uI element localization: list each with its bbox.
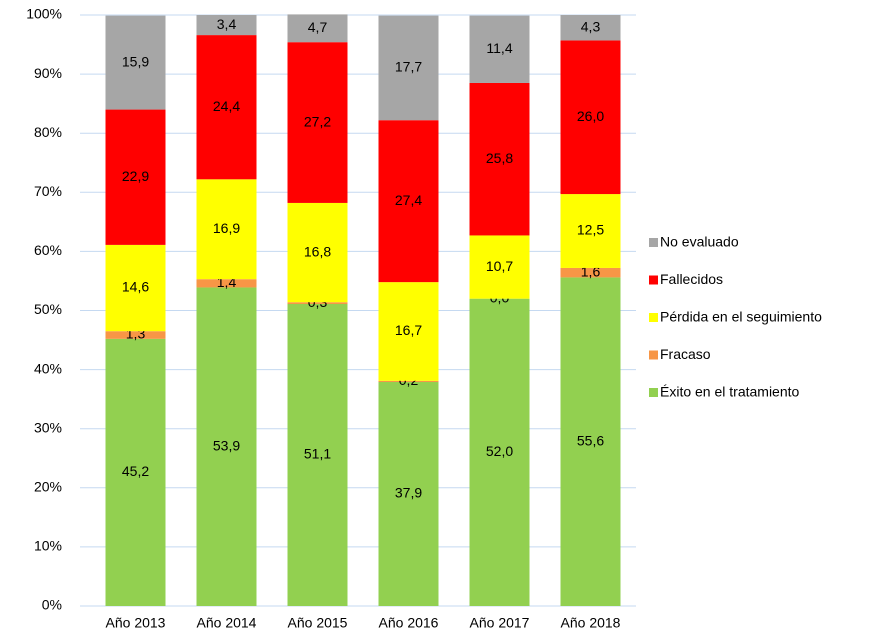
- bar-segment: [105, 331, 166, 339]
- data-label: 26,0: [577, 108, 604, 124]
- bar-segment: [378, 120, 439, 283]
- bar-segment: [469, 298, 530, 606]
- data-label: 17,7: [395, 59, 422, 75]
- y-tick-label: 20%: [34, 479, 62, 495]
- bar-segment: [287, 14, 348, 43]
- data-label: 24,4: [213, 98, 240, 114]
- bar-segment: [196, 279, 257, 288]
- legend-swatch: [649, 238, 658, 247]
- bar-segment: [287, 42, 348, 203]
- bar-segment: [287, 202, 348, 303]
- x-tick-label: Año 2013: [106, 615, 166, 631]
- data-label: 45,2: [122, 463, 149, 479]
- data-label: 25,8: [486, 150, 513, 166]
- data-label: 11,4: [486, 40, 512, 56]
- y-tick-label: 10%: [34, 538, 62, 554]
- data-label: 16,8: [304, 243, 331, 259]
- bar-segment: [469, 82, 530, 236]
- data-label: 3,4: [217, 16, 237, 32]
- bar-segment: [560, 194, 621, 268]
- data-label: 16,9: [213, 220, 240, 236]
- x-tick-label: Año 2018: [561, 615, 621, 631]
- bar-segment: [560, 267, 621, 278]
- bar-segment: [196, 179, 257, 280]
- data-label: 27,2: [304, 113, 331, 129]
- bar-segment: [105, 109, 166, 245]
- bar-segment: [378, 282, 439, 381]
- data-label: 55,6: [577, 432, 604, 448]
- data-label: 12,5: [577, 222, 604, 238]
- data-label: 16,7: [395, 322, 422, 338]
- bar-segment: [196, 15, 257, 36]
- x-tick-label: Año 2015: [288, 615, 348, 631]
- legend-swatch: [649, 275, 658, 285]
- bar-segment: [105, 244, 166, 332]
- y-tick-label: 0%: [42, 597, 62, 613]
- legend-label: Éxito en el tratamiento: [660, 384, 800, 400]
- bar-segment: [560, 40, 621, 195]
- data-label: 37,9: [395, 485, 422, 501]
- x-tick-label: Año 2016: [379, 615, 439, 631]
- data-label: 52,0: [486, 443, 513, 459]
- bar-segment: [378, 380, 439, 383]
- data-label: 15,9: [122, 53, 149, 69]
- bar-segment: [560, 277, 621, 606]
- bar-segment: [560, 15, 621, 41]
- data-label: 27,4: [395, 192, 422, 208]
- data-label: 51,1: [304, 446, 331, 462]
- y-tick-label: 60%: [34, 242, 62, 258]
- legend-label: Pérdida en el seguimiento: [660, 309, 822, 325]
- bar-segment: [105, 15, 166, 110]
- bar-segment: [378, 15, 439, 121]
- y-tick-label: 30%: [34, 419, 62, 435]
- x-tick-label: Año 2014: [197, 615, 257, 631]
- bar-segment: [378, 382, 439, 606]
- legend-label: Fallecidos: [660, 271, 723, 287]
- y-tick-label: 40%: [34, 360, 62, 376]
- bar-segment: [196, 35, 257, 180]
- bar-segment: [105, 338, 166, 606]
- y-tick-label: 80%: [34, 124, 62, 140]
- bar-segment: [196, 287, 257, 606]
- data-label: 14,6: [122, 279, 149, 295]
- bar-segment: [287, 303, 348, 606]
- bar-segment: [469, 235, 530, 299]
- data-label: 53,9: [213, 437, 240, 453]
- legend-swatch: [649, 313, 658, 322]
- legend-swatch: [649, 388, 658, 397]
- data-label: 22,9: [122, 168, 149, 184]
- y-tick-label: 70%: [34, 183, 62, 199]
- data-label: 4,7: [308, 19, 328, 35]
- x-tick-label: Año 2017: [470, 615, 530, 631]
- bar-segment: [469, 15, 530, 83]
- y-tick-label: 90%: [34, 65, 62, 81]
- legend-swatch: [649, 350, 658, 360]
- data-label: 4,3: [581, 18, 601, 34]
- bar-segment: [287, 302, 348, 304]
- legend-label: Fracaso: [660, 346, 711, 362]
- y-tick-label: 100%: [26, 6, 62, 22]
- y-tick-label: 50%: [34, 301, 62, 317]
- legend-label: No evaluado: [660, 234, 739, 250]
- data-label: 10,7: [486, 258, 513, 274]
